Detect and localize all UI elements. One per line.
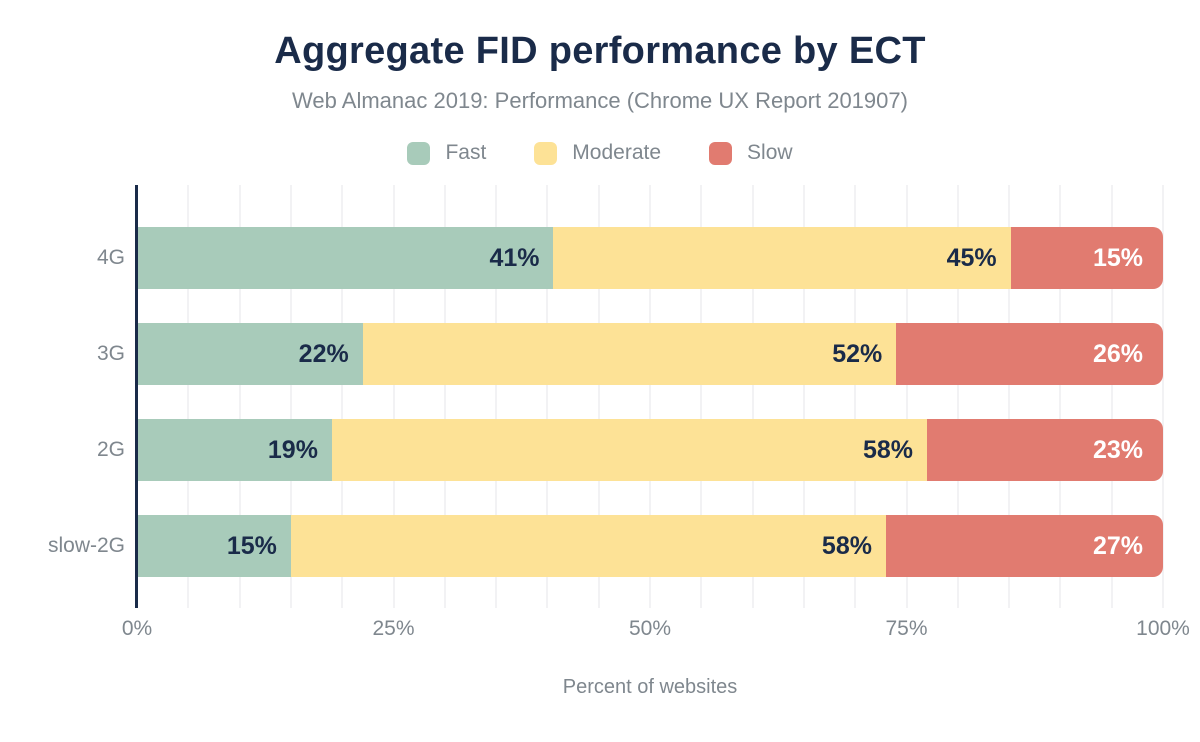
legend-swatch-slow xyxy=(709,141,733,165)
x-tick-label-0-: 0% xyxy=(121,617,153,640)
gridline xyxy=(751,185,754,608)
bar-row-slow-2g: 15% 58% 27% xyxy=(137,515,1163,577)
bar-segment-4g-moderate: 45% xyxy=(553,227,1011,289)
legend-label: Slow xyxy=(747,141,793,164)
bar-value-label: 15% xyxy=(226,531,277,560)
x-tick-label-50-: 50% xyxy=(628,617,672,640)
bar-segment-slow-2g-moderate: 58% xyxy=(290,515,886,577)
y-axis-label-3g: 3G xyxy=(96,342,125,365)
legend-item-slow[interactable]: Slow xyxy=(709,141,793,165)
legend-label: Moderate xyxy=(572,141,662,164)
gridline xyxy=(649,185,651,608)
y-axis-label-4g: 4G xyxy=(96,246,125,269)
bar-segment-2g-fast: 19% xyxy=(137,419,332,481)
legend-item-moderate[interactable]: Moderate xyxy=(534,141,661,165)
y-axis-line xyxy=(135,185,138,608)
bar-value-label: 26% xyxy=(1092,339,1143,368)
x-axis-ticks: 0% 25% 50% 75% 100% xyxy=(122,617,1190,647)
gridline xyxy=(1008,185,1011,608)
gridline xyxy=(802,185,805,608)
bar-value-label: 58% xyxy=(821,531,872,560)
legend-swatch-moderate xyxy=(534,141,558,165)
bar-segment-3g-slow: 26% xyxy=(896,323,1163,385)
bar-segment-3g-fast: 22% xyxy=(137,323,363,385)
bar-value-label: 27% xyxy=(1092,531,1143,560)
gridline xyxy=(392,185,395,608)
gridline xyxy=(341,185,344,608)
gridline xyxy=(238,185,241,608)
bar-value-label: 22% xyxy=(298,339,349,368)
gridline xyxy=(495,185,498,608)
legend: Fast Moderate Slow xyxy=(0,141,1200,165)
x-tick-label-25-: 25% xyxy=(372,617,415,640)
bar-segment-slow-2g-fast: 15% xyxy=(137,515,291,577)
gridline xyxy=(289,185,292,608)
y-axis-label-slow-2g: slow-2G xyxy=(47,534,125,557)
gridline xyxy=(1110,185,1113,608)
legend-label: Fast xyxy=(445,141,487,164)
chart-subtitle: Web Almanac 2019: Performance (Chrome UX… xyxy=(292,88,908,113)
gridline xyxy=(1162,185,1164,608)
gridline xyxy=(854,185,857,608)
gridline xyxy=(956,185,959,608)
chart-title: Aggregate FID performance by ECT xyxy=(274,30,926,72)
bar-value-label: 52% xyxy=(832,339,883,368)
y-axis-labels: 4G 3G 2G slow-2G xyxy=(0,185,125,608)
legend-swatch-fast xyxy=(407,141,431,165)
bar-row-2g: 19% 58% 23% xyxy=(137,419,1163,481)
gridline xyxy=(443,185,446,608)
bar-value-label: 41% xyxy=(489,243,540,272)
x-axis-title: Percent of websites xyxy=(562,676,738,698)
bar-segment-2g-slow: 23% xyxy=(927,419,1163,481)
y-axis-label-2g: 2G xyxy=(96,438,125,461)
bar-value-label: 45% xyxy=(946,243,997,272)
bar-value-label: 15% xyxy=(1092,243,1143,272)
bar-segment-3g-moderate: 52% xyxy=(362,323,897,385)
bar-row-4g: 41% 45% 15% xyxy=(137,227,1163,289)
legend-item-fast[interactable]: Fast xyxy=(407,141,486,165)
bar-segment-slow-2g-slow: 27% xyxy=(885,515,1163,577)
gridline xyxy=(546,185,549,608)
bar-segment-4g-fast: 41% xyxy=(137,227,554,289)
gridline xyxy=(700,185,703,608)
bar-value-label: 19% xyxy=(267,435,318,464)
gridline xyxy=(597,185,600,608)
plot-area: 41% 45% 15% 22% 52% 26% 19% 58% 23% 15% 58% 27% xyxy=(135,185,1164,608)
bar-value-label: 23% xyxy=(1092,435,1143,464)
bar-segment-4g-slow: 15% xyxy=(1010,227,1163,289)
bar-segment-2g-moderate: 58% xyxy=(331,419,928,481)
gridline xyxy=(1059,185,1062,608)
bar-value-label: 58% xyxy=(862,435,914,464)
x-tick-label-75-: 75% xyxy=(885,617,928,640)
gridline xyxy=(187,185,190,608)
gridline xyxy=(905,185,908,608)
x-tick-label-100-: 100% xyxy=(1136,617,1190,640)
bar-row-3g: 22% 52% 26% xyxy=(137,323,1163,385)
